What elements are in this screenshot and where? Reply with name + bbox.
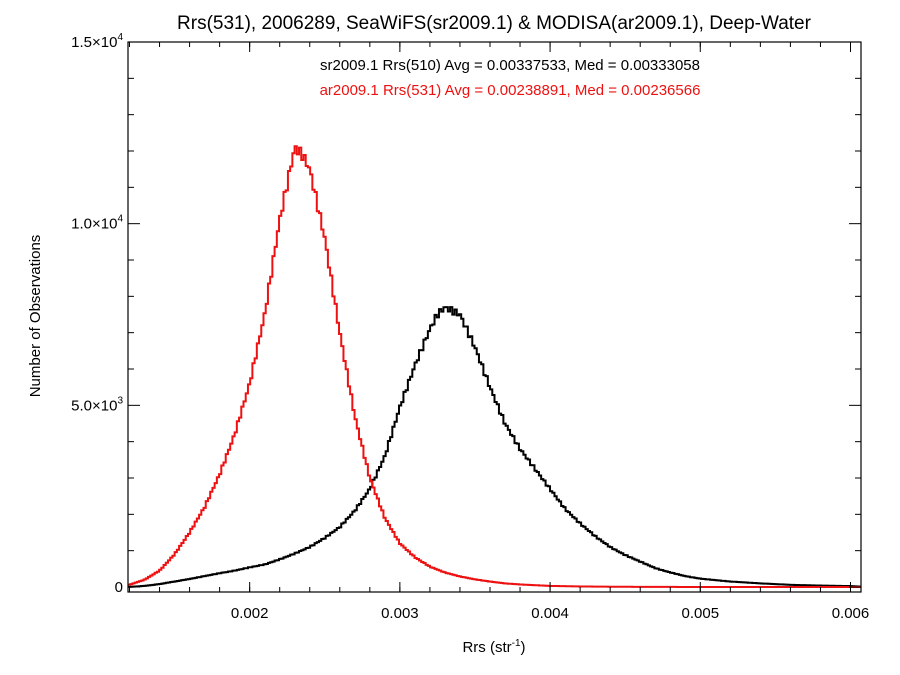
- x-tick-label: 0.002: [231, 605, 269, 622]
- x-tick-label: 0.003: [381, 605, 419, 622]
- x-axis-label: Rrs (str-1): [462, 638, 525, 656]
- x-axis-label-main: Rrs (str: [462, 639, 511, 656]
- x-tick-label: 0.006: [832, 605, 870, 622]
- series-layer: [128, 145, 861, 588]
- plot-frame: [127, 41, 862, 593]
- x-axis-label-end: ): [521, 639, 526, 656]
- stat-annotations: sr2009.1 Rrs(510) Avg = 0.00337533, Med …: [320, 57, 701, 99]
- chart-title: Rrs(531), 2006289, SeaWiFS(sr2009.1) & M…: [177, 13, 812, 34]
- x-axis-label-superscript: -1: [512, 638, 521, 649]
- x-axis: 0.002 0.003 0.004 0.005 0.006: [129, 42, 870, 622]
- y-tick-mantissa: 1.5×10: [71, 34, 117, 51]
- y-axis-label: Number of Observations: [27, 235, 44, 398]
- y-tick-label: 0: [115, 579, 123, 596]
- x-tick-label: 0.004: [531, 605, 569, 622]
- y-tick-exponent: 4: [117, 32, 123, 43]
- series-line-2: [128, 145, 861, 588]
- y-tick-exponent: 4: [117, 214, 123, 225]
- y-tick-mantissa: 1.0×10: [71, 216, 117, 233]
- y-tick-mantissa: 5.0×10: [71, 397, 117, 414]
- annotation-1: sr2009.1 Rrs(510) Avg = 0.00337533, Med …: [320, 57, 700, 74]
- y-tick-label: 5.0×103: [71, 395, 123, 414]
- annotation-2: ar2009.1 Rrs(531) Avg = 0.00238891, Med …: [320, 82, 701, 99]
- y-tick-label: 1.0×104: [71, 214, 123, 233]
- y-tick-label: 1.5×104: [71, 32, 123, 51]
- y-tick-mantissa: 0: [115, 579, 123, 596]
- y-tick-exponent: 3: [117, 395, 123, 406]
- series-line-1: [128, 306, 861, 588]
- x-tick-label: 0.005: [682, 605, 720, 622]
